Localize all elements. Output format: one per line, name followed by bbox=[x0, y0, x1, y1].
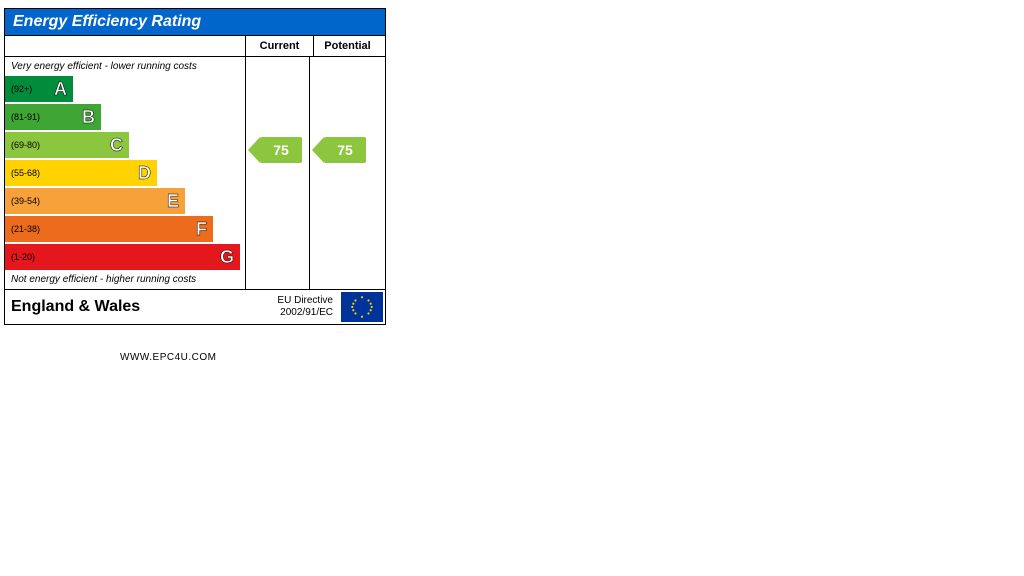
header-row: Current Potential bbox=[5, 35, 385, 56]
current-column: 75 bbox=[246, 57, 310, 289]
website-credit: WWW.EPC4U.COM bbox=[120, 352, 217, 363]
band-f: (21-38) F bbox=[5, 216, 213, 242]
directive-line2: 2002/91/EC bbox=[280, 307, 333, 318]
potential-rating-arrow: 75 bbox=[324, 137, 366, 163]
band-letter: C bbox=[110, 135, 123, 156]
band-range: (39-54) bbox=[5, 196, 40, 206]
band-d: (55-68) D bbox=[5, 160, 157, 186]
header-spacer bbox=[5, 36, 246, 56]
header-potential: Potential bbox=[314, 36, 381, 56]
band-letter: D bbox=[138, 163, 151, 184]
band-range: (81-91) bbox=[5, 112, 40, 122]
band-e: (39-54) E bbox=[5, 188, 185, 214]
footer-region: England & Wales bbox=[5, 290, 223, 324]
band-letter: F bbox=[196, 219, 207, 240]
footer-row: England & Wales EU Directive 2002/91/EC bbox=[5, 289, 385, 324]
footer-directive: EU Directive 2002/91/EC bbox=[223, 291, 339, 323]
band-range: (21-38) bbox=[5, 224, 40, 234]
band-range: (55-68) bbox=[5, 168, 40, 178]
eu-flag-icon bbox=[341, 292, 383, 322]
band-c: (69-80) C bbox=[5, 132, 129, 158]
current-rating-arrow: 75 bbox=[260, 137, 302, 163]
band-range: (69-80) bbox=[5, 140, 40, 150]
header-current: Current bbox=[246, 36, 314, 56]
potential-column: 75 bbox=[310, 57, 373, 289]
band-letter: B bbox=[82, 107, 95, 128]
band-range: (1-20) bbox=[5, 252, 35, 262]
band-a: (92+) A bbox=[5, 76, 73, 102]
epc-rating-chart: Energy Efficiency Rating Current Potenti… bbox=[4, 8, 386, 325]
band-b: (81-91) B bbox=[5, 104, 101, 130]
bands-column: Very energy efficient - lower running co… bbox=[5, 57, 246, 289]
band-g: (1-20) G bbox=[5, 244, 240, 270]
top-note: Very energy efficient - lower running co… bbox=[5, 59, 245, 74]
title-bar: Energy Efficiency Rating bbox=[5, 9, 385, 35]
band-letter: G bbox=[220, 247, 234, 268]
directive-line1: EU Directive bbox=[277, 295, 333, 306]
band-letter: E bbox=[167, 191, 179, 212]
band-range: (92+) bbox=[5, 84, 32, 94]
bottom-note: Not energy efficient - higher running co… bbox=[5, 272, 245, 287]
band-letter: A bbox=[54, 79, 67, 100]
body-row: Very energy efficient - lower running co… bbox=[5, 56, 385, 289]
